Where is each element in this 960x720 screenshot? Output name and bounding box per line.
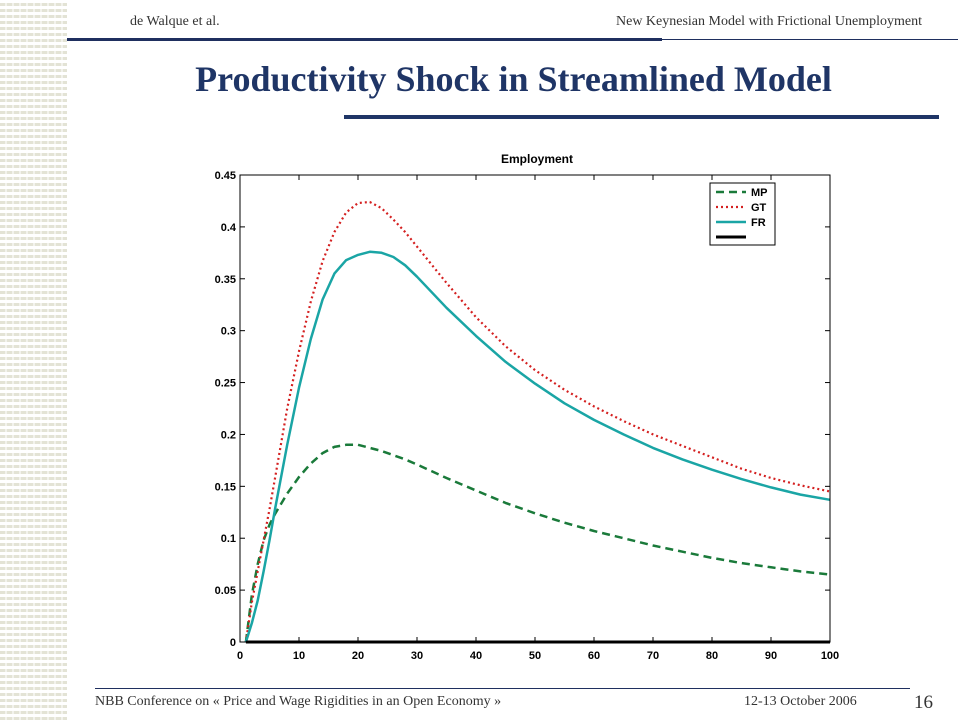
decorative-side-stripe: [0, 0, 67, 720]
title-underline: [344, 115, 939, 119]
page-number: 16: [914, 692, 933, 713]
x-tick-label: 90: [765, 650, 777, 662]
x-tick-label: 30: [411, 650, 423, 662]
header-divider: [67, 38, 662, 41]
x-tick-label: 60: [588, 650, 600, 662]
y-tick-label: 0.1: [221, 533, 236, 545]
x-tick-label: 0: [237, 650, 243, 662]
y-tick-label: 0.35: [215, 274, 236, 286]
legend-label: MP: [751, 187, 768, 199]
x-tick-label: 20: [352, 650, 364, 662]
y-tick-label: 0.25: [215, 378, 236, 390]
y-tick-label: 0.3: [221, 326, 236, 338]
chart-title: Employment: [501, 152, 573, 166]
y-tick-label: 0.2: [221, 429, 236, 441]
header-divider-thin: [662, 39, 958, 40]
x-tick-label: 70: [647, 650, 659, 662]
header-topic: New Keynesian Model with Frictional Unem…: [616, 14, 922, 29]
y-tick-label: 0.4: [221, 222, 237, 234]
y-tick-label: 0: [230, 637, 236, 649]
y-tick-label: 0.05: [215, 585, 236, 597]
legend-label: FR: [751, 217, 766, 229]
x-tick-label: 100: [821, 650, 839, 662]
slide-title: Productivity Shock in Streamlined Model: [195, 59, 832, 99]
x-tick-label: 40: [470, 650, 482, 662]
employment-chart: Employment 0 10 20 30 40 50 60 70 80 90 100 0 0.05 0.…: [215, 152, 840, 662]
header-author: de Walque et al.: [130, 14, 220, 29]
chart-series: [244, 200, 831, 644]
series-line-fr: [244, 250, 831, 643]
legend-box: [709, 182, 776, 246]
y-tick-label: 0.15: [215, 481, 236, 493]
y-tick-label: 0.45: [215, 170, 236, 182]
x-tick-label: 80: [706, 650, 718, 662]
axis-ticks: 0 10 20 30 40 50 60 70 80 90 100 0 0.05 0.1 0.15 0.2 0.2…: [215, 170, 840, 662]
plot-frame: [239, 174, 831, 643]
chart-legend: MP GT FR: [709, 182, 776, 246]
footer-conference: NBB Conference on « Price and Wage Rigid…: [95, 694, 502, 709]
legend-label: GT: [751, 202, 767, 214]
footer-divider: [95, 688, 910, 689]
x-tick-label: 10: [293, 650, 305, 662]
series-line-mp: [244, 443, 831, 643]
series-line-gt: [244, 200, 831, 643]
footer-date: 12-13 October 2006: [744, 694, 857, 709]
x-tick-label: 50: [529, 650, 541, 662]
